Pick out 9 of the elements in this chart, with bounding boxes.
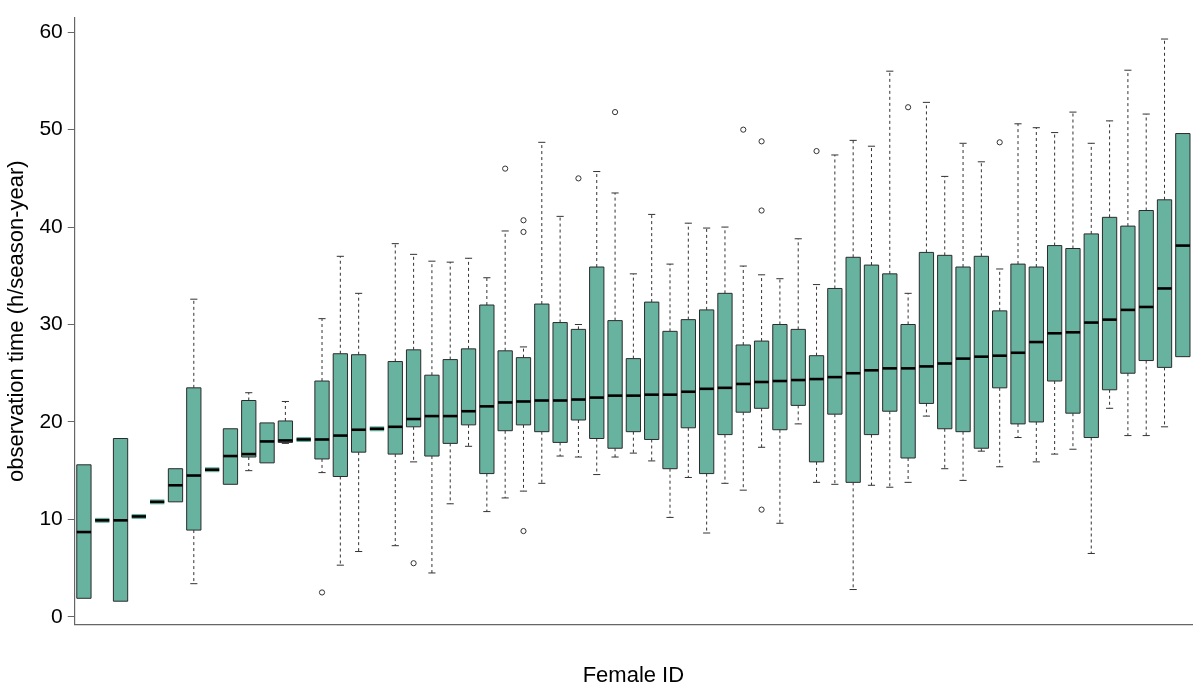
y-tick-label: 30 (39, 311, 63, 335)
y-tick-label: 40 (39, 213, 63, 237)
y-tick-label: 50 (39, 116, 63, 140)
y-tick-label: 60 (39, 19, 63, 43)
y-tick-label: 20 (39, 408, 63, 432)
y-tick-label: 10 (39, 506, 63, 530)
x-axis-title: Female ID (582, 661, 685, 687)
y-axis-title: observation time (h/season-year) (3, 160, 29, 482)
y-tick-label: 0 (51, 603, 63, 627)
